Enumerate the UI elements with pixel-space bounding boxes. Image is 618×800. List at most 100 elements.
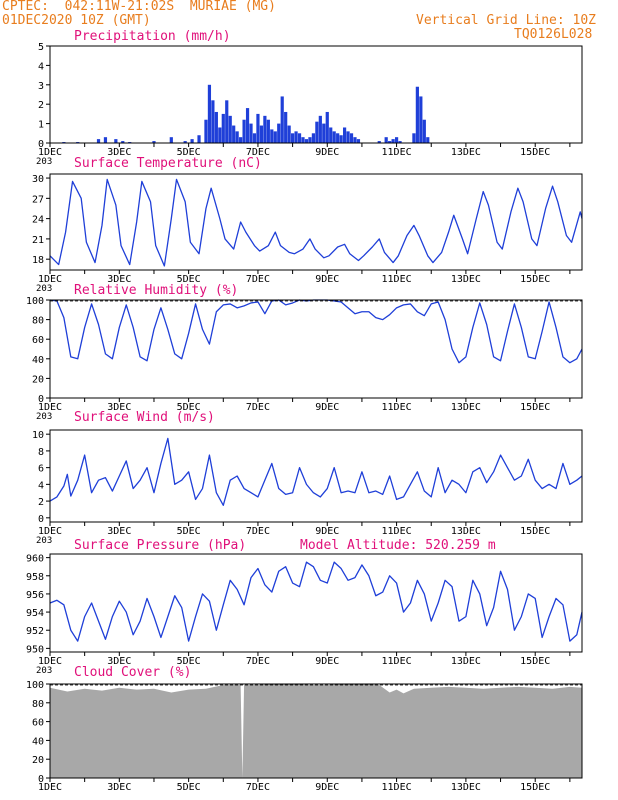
cloud-cover-ytick-label: 20 (32, 755, 44, 766)
pressure-ytick-label: 958 (26, 572, 44, 583)
precipitation-bar (252, 133, 257, 143)
cloud-cover-ytick-label: 80 (32, 699, 44, 710)
precipitation-bar (394, 137, 399, 143)
temperature-xtick-label: 1DEC (38, 274, 62, 285)
precipitation-xtick-label: 11DEC (382, 147, 412, 158)
station-header: CPTEC: 042:11W-21:02S MURIAE (MG) (2, 0, 276, 14)
pressure-xtick-label: 7DEC (246, 656, 270, 667)
precipitation-bar (249, 123, 253, 143)
cloud-cover-xtick-label: 13DEC (451, 782, 481, 793)
cloud-cover-ytick-label: 40 (32, 736, 44, 747)
humidity-ytick-label: 80 (32, 316, 44, 327)
precipitation-bar (412, 133, 416, 143)
humidity-xtick-label: 15DEC (520, 402, 550, 413)
temperature-xtick-label: 5DEC (177, 274, 201, 285)
precipitation-bar (266, 119, 270, 143)
precipitation-bar (388, 141, 392, 143)
humidity-xtick-label: 11DEC (382, 402, 412, 413)
precipitation-bar (270, 129, 274, 143)
wind-ytick-label: 10 (32, 430, 44, 441)
precipitation-bar (342, 127, 347, 143)
precipitation-bar (308, 137, 312, 143)
precipitation-bar (297, 133, 302, 143)
cloud-cover-xtick-label: 9DEC (315, 782, 339, 793)
temperature-ytick-label: 30 (32, 174, 44, 185)
pressure-ytick-label: 960 (26, 554, 44, 565)
precipitation-bar (235, 131, 239, 143)
precipitation-bar (415, 86, 419, 143)
precipitation-bar (356, 139, 361, 143)
precipitation-ytick-label: 2 (38, 100, 44, 111)
pressure-ytick-label: 956 (26, 590, 44, 601)
pressure-xtick-label: 5DEC (177, 656, 201, 667)
precipitation-ytick-label: 4 (38, 61, 44, 72)
temperature-frame (49, 173, 583, 271)
precipitation-xtick-label: 5DEC (177, 147, 201, 158)
precipitation-bar (280, 96, 284, 143)
pressure-xtick-label: 3DEC (107, 656, 131, 667)
precipitation-year-label: 203 (36, 157, 52, 167)
wind-series-line (49, 437, 583, 506)
precipitation-xtick-label: 1DEC (38, 147, 62, 158)
cloud-cover-ytick-label: 100 (26, 680, 44, 691)
temperature-xtick-label: 3DEC (107, 274, 131, 285)
precipitation-bar (301, 137, 305, 143)
pressure-xtick-label: 11DEC (382, 656, 412, 667)
precipitation-bar (291, 133, 295, 143)
precipitation-bar (259, 125, 264, 143)
precipitation-ytick-label: 5 (38, 42, 44, 53)
pressure-year-label: 203 (36, 666, 52, 676)
wind-xtick-label: 13DEC (451, 526, 481, 537)
temperature-ytick-label: 21 (32, 235, 44, 246)
precipitation-ytick-label: 1 (38, 120, 44, 131)
precipitation-bar (377, 141, 381, 143)
precipitation-frame (49, 45, 583, 144)
precipitation-bar (214, 111, 218, 143)
precipitation-bar (218, 127, 222, 143)
humidity-ytick-label: 20 (32, 374, 44, 385)
wind-ytick-label: 6 (38, 464, 44, 475)
precipitation-title: Precipitation (mm/h) (74, 29, 231, 44)
precipitation-bar (422, 119, 426, 143)
humidity-ytick-label: 100 (26, 296, 44, 307)
pressure-xtick-label: 13DEC (451, 656, 481, 667)
cloud-cover-area (50, 684, 582, 778)
humidity-ytick-label: 0 (38, 394, 44, 405)
wind-xtick-label: 11DEC (382, 526, 412, 537)
humidity-xtick-label: 7DEC (246, 402, 270, 413)
humidity-ytick-label: 40 (32, 355, 44, 366)
wind-xtick-label: 1DEC (38, 526, 62, 537)
precipitation-bar (349, 133, 354, 143)
pressure-ytick-label: 952 (26, 626, 44, 637)
cloud-cover-frame (49, 683, 583, 779)
precipitation-bar (242, 119, 246, 143)
humidity-series-line (49, 299, 583, 364)
precipitation-bar (384, 137, 388, 143)
model-code-label: TQ0126L028 (514, 27, 593, 42)
cloud-cover-ytick-label: 0 (38, 774, 44, 785)
humidity-xtick-label: 5DEC (177, 402, 201, 413)
precipitation-bar (304, 139, 309, 143)
wind-title: Surface Wind (m/s) (74, 410, 215, 425)
wind-year-label: 203 (36, 536, 52, 546)
humidity-ytick-label: 60 (32, 335, 44, 346)
precipitation-bar (426, 137, 430, 143)
precipitation-ytick-label: 0 (38, 139, 44, 150)
pressure-xtick-label: 15DEC (520, 656, 550, 667)
precipitation-bar (197, 135, 201, 143)
precipitation-bar (121, 141, 125, 143)
pressure-ytick-label: 954 (26, 608, 44, 619)
cloud-cover-xtick-label: 5DEC (177, 782, 201, 793)
pressure-xtick-label: 9DEC (315, 656, 339, 667)
humidity-xtick-label: 1DEC (38, 402, 62, 413)
temperature-ytick-label: 27 (32, 194, 44, 205)
cloud-cover-xtick-label: 1DEC (38, 782, 62, 793)
precipitation-bar (256, 113, 260, 143)
temperature-ytick-label: 24 (32, 215, 44, 226)
precipitation-bar (339, 135, 343, 143)
precipitation-bar (273, 131, 277, 143)
precipitation-xtick-label: 15DEC (520, 147, 550, 158)
temperature-xtick-label: 9DEC (315, 274, 339, 285)
precipitation-bar (419, 96, 423, 143)
